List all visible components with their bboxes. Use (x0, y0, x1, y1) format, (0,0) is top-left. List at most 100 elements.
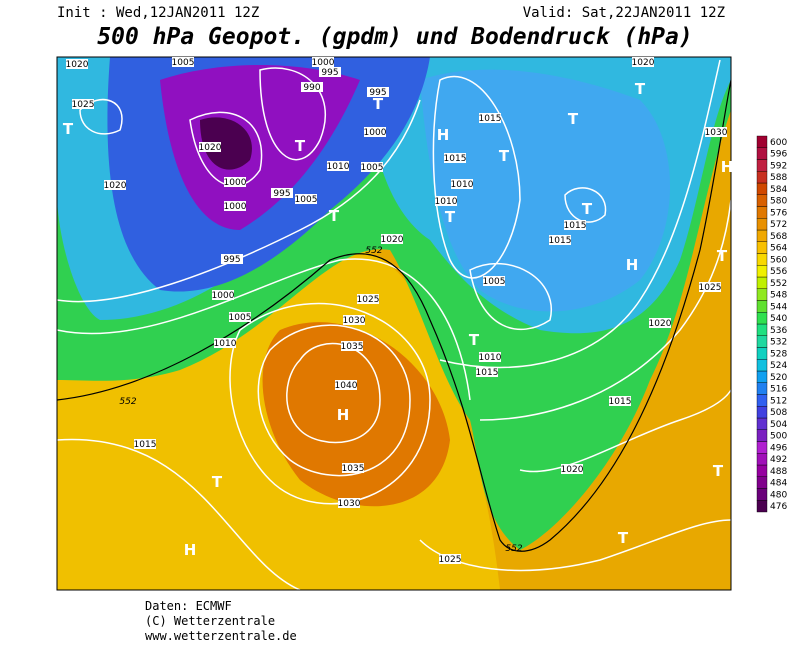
isobar-label: 1005 (295, 195, 318, 205)
isobar-label: 1005 (172, 58, 195, 68)
isobar-label-bg (699, 282, 721, 292)
colorbar-label: 528 (770, 349, 787, 359)
isobar-label: 1020 (66, 60, 89, 70)
isobar-label: 995 (273, 189, 290, 199)
colorbar-label: 484 (770, 479, 787, 489)
isobar-label: 995 (321, 68, 338, 78)
pressure-center: T (635, 80, 646, 98)
isobar-label: 1000 (212, 291, 235, 301)
footer-line: Daten: ECMWF (145, 599, 232, 613)
isobar-label-bg (549, 235, 571, 245)
isobar-label-bg (479, 113, 501, 123)
isobar-label-bg (364, 127, 386, 137)
colorbar-label: 584 (770, 185, 787, 195)
colorbar-label: 580 (770, 197, 787, 207)
pressure-center: T (568, 110, 579, 128)
field-darkpurple (200, 117, 252, 170)
isobar-label: 1020 (381, 235, 404, 245)
isobar-label: 1030 (343, 316, 366, 326)
colorbar-label: 504 (770, 420, 787, 430)
colorbar-label: 500 (770, 432, 787, 442)
pressure-center: H (721, 158, 734, 176)
colorbar-box (756, 312, 768, 325)
colorbar-label: 568 (770, 232, 787, 242)
contour-552 (57, 79, 731, 552)
isobar-label-bg (301, 82, 323, 92)
colorbar-box (756, 347, 768, 360)
isobar-label: 1035 (342, 464, 365, 474)
isobar-label: 1000 (224, 202, 247, 212)
isobar-label: 1010 (451, 180, 474, 190)
pressure-center: T (445, 208, 456, 226)
colorbar-label: 600 (770, 138, 787, 148)
isobar-label-bg (444, 153, 466, 163)
colorbar-label: 592 (770, 161, 787, 171)
colorbar-label: 512 (770, 396, 787, 406)
isobar-label-bg (327, 161, 349, 171)
colorbar-box (756, 194, 768, 207)
colorbar-label: 508 (770, 408, 787, 418)
isobar-label: 1025 (72, 100, 95, 110)
colorbar-label: 548 (770, 291, 787, 301)
colorbar-box (756, 159, 768, 172)
isobar-label-bg (439, 554, 461, 564)
isobar-label: 1015 (134, 440, 157, 450)
colorbar-label: 556 (770, 267, 787, 277)
colorbar-label: 480 (770, 490, 787, 500)
isobar-label-bg (649, 318, 671, 328)
colorbar-box (756, 500, 768, 513)
colorbar-box (756, 182, 768, 195)
colorbar-label: 564 (770, 244, 787, 254)
colorbar-label: 516 (770, 385, 787, 395)
isobar-label-bg (564, 220, 586, 230)
pressure-center: H (437, 126, 450, 144)
isobar-label: 1010 (214, 339, 237, 349)
colorbar-label: 596 (770, 150, 787, 160)
footer-line: (C) Wetterzentrale (145, 614, 275, 628)
isobar-label: 1020 (561, 465, 584, 475)
isobar-label: 1010 (327, 162, 350, 172)
pressure-center: T (713, 462, 724, 480)
isobar-label: 1000 (224, 178, 247, 188)
isobar-label-bg (338, 498, 360, 508)
colorbar-box (756, 218, 768, 231)
isobar-label-bg (342, 463, 364, 473)
isobar-label: 1010 (479, 353, 502, 363)
isobar-label-bg (361, 162, 383, 172)
pressure-center: H (337, 406, 350, 424)
isobar-label-bg (221, 254, 243, 264)
colorbar-label: 492 (770, 455, 787, 465)
isobar-label: 1025 (357, 295, 380, 305)
isobar-label: 1025 (439, 555, 462, 565)
pressure-center: T (717, 247, 728, 265)
colorbar-box (756, 464, 768, 477)
isobar-label: 1005 (229, 313, 252, 323)
colorbar-label: 576 (770, 208, 787, 218)
isobar-label: 1000 (312, 58, 335, 68)
isobar-label-bg (335, 380, 357, 390)
colorbar-label: 532 (770, 338, 787, 348)
isobar-label: 1005 (361, 163, 384, 173)
colorbar-box (756, 394, 768, 407)
isobar-label-bg (632, 57, 654, 67)
isobar-label-bg (367, 87, 389, 97)
isobar-label: 1015 (476, 368, 499, 378)
colorbar-box (756, 429, 768, 442)
isobars (57, 59, 731, 590)
isobar-label: 995 (223, 255, 240, 265)
isobar-label: 1015 (564, 221, 587, 231)
colorbar-box (756, 488, 768, 501)
isobar-label-bg (214, 338, 236, 348)
isobar-label: 995 (369, 88, 386, 98)
valid-time: Valid: Sat,22JAN2011 12Z (523, 5, 725, 21)
colorbar-box (756, 276, 768, 289)
isobar-label-bg (134, 439, 156, 449)
isobar-label-bg (483, 276, 505, 286)
isobar-label-bg (343, 315, 365, 325)
field-purple (160, 65, 360, 230)
colorbar-label: 552 (770, 279, 787, 289)
isobar-label-bg (104, 180, 126, 190)
pressure-center: T (499, 147, 510, 165)
colorbar-box (756, 453, 768, 466)
colorbar-box (756, 370, 768, 383)
